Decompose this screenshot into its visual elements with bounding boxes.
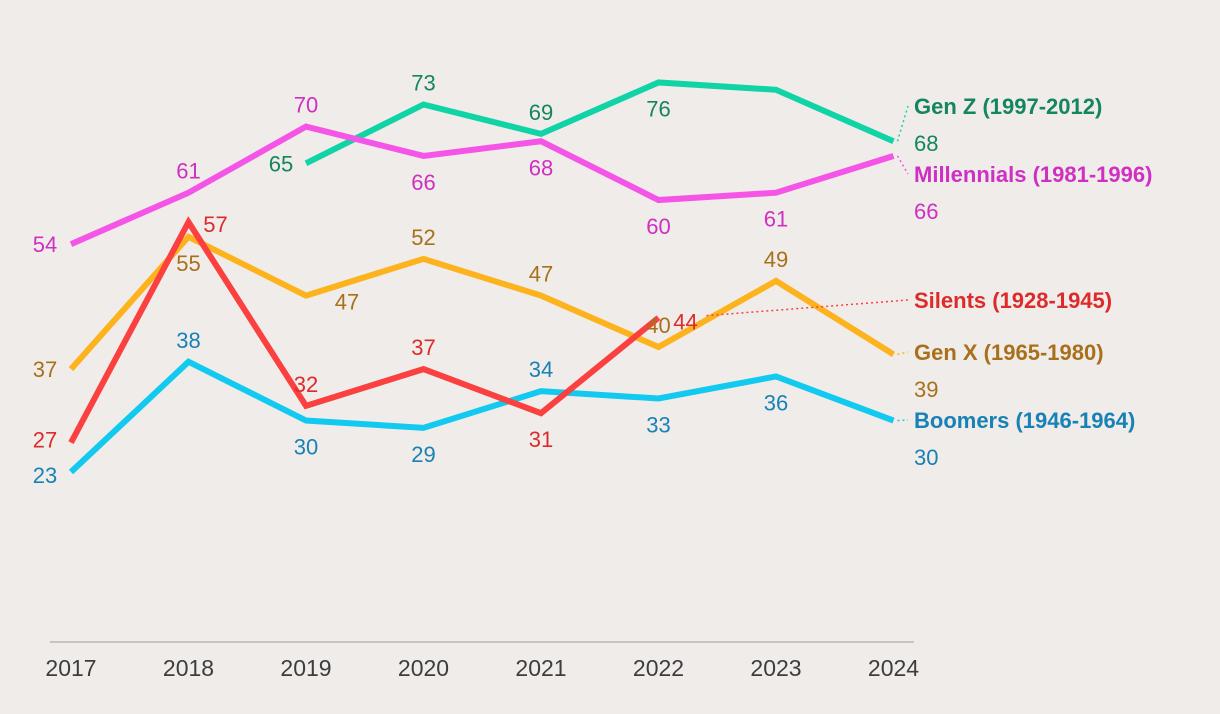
x-tick-labels: 2017 2018 2019 2020 2021 2022 2023 2024	[45, 655, 919, 681]
data-label: 47	[529, 262, 553, 287]
data-label: 31	[529, 427, 553, 452]
data-label: 55	[176, 251, 200, 276]
data-label: 73	[411, 71, 435, 96]
legend-connector-genx	[897, 351, 909, 356]
data-label: 40	[646, 313, 670, 338]
x-tick-label: 2024	[868, 655, 919, 681]
data-label: 66	[411, 170, 435, 195]
legend-name-millennials: Millennials (1981-1996)	[914, 162, 1152, 187]
data-label: 23	[33, 463, 57, 488]
legend-value-millennials: 66	[914, 199, 938, 224]
legend-value-genz: 68	[914, 131, 938, 156]
legend-name-genz: Gen Z (1997-2012)	[914, 94, 1102, 119]
legend-connector-silents	[706, 299, 909, 317]
legend-connector-boomers	[897, 419, 909, 422]
data-label: 44	[673, 310, 697, 335]
data-label: 61	[176, 159, 200, 184]
data-label: 70	[294, 93, 318, 118]
data-label: 38	[176, 328, 200, 353]
data-label: 32	[294, 372, 318, 397]
data-label: 29	[411, 442, 435, 467]
legend-connector-genz	[896, 105, 909, 142]
data-label: 69	[529, 100, 553, 125]
legend-name-boomers: Boomers (1946-1964)	[914, 408, 1135, 433]
legend-value-genx: 39	[914, 377, 938, 402]
data-label: 76	[646, 96, 670, 121]
x-tick-label: 2022	[633, 655, 684, 681]
data-label: 61	[764, 207, 788, 232]
data-label: 37	[33, 357, 57, 382]
series-line-silents	[68, 216, 661, 445]
legend-connector-millennials	[896, 155, 909, 175]
series-line-genx	[68, 233, 896, 372]
data-label: 54	[33, 232, 57, 257]
data-label: 33	[646, 413, 670, 438]
data-label: 47	[335, 290, 359, 315]
series-line-boomers	[68, 358, 895, 475]
x-tick-label: 2021	[515, 655, 566, 681]
x-tick-label: 2018	[163, 655, 214, 681]
data-label: 36	[764, 390, 788, 415]
data-label: 49	[764, 247, 788, 272]
x-tick-label: 2019	[280, 655, 331, 681]
legend-name-genx: Gen X (1965-1980)	[914, 340, 1104, 365]
series-lines	[68, 79, 896, 475]
legend-value-boomers: 30	[914, 445, 938, 470]
data-label: 68	[529, 155, 553, 180]
legend-name-silents: Silents (1928-1945)	[914, 288, 1112, 313]
legend-connectors	[706, 105, 909, 422]
data-labels: 65 73 69 76 54 61 70 66 68 60 61 27 57 32 37 31 44 37 55 47…	[33, 71, 788, 489]
data-label: 57	[203, 212, 227, 237]
x-tick-label: 2023	[750, 655, 801, 681]
series-line-genz	[304, 79, 895, 166]
data-label: 65	[269, 151, 293, 176]
x-tick-label: 2017	[45, 655, 96, 681]
x-tick-label: 2020	[398, 655, 449, 681]
data-label: 30	[294, 435, 318, 460]
data-label: 52	[411, 225, 435, 250]
series-line-millennials	[69, 123, 895, 247]
legend: Gen Z (1997-2012) 68 Millennials (1981-199…	[914, 94, 1152, 470]
data-label: 27	[33, 428, 57, 453]
data-label: 34	[529, 357, 553, 382]
data-label: 60	[646, 214, 670, 239]
data-label: 37	[411, 335, 435, 360]
